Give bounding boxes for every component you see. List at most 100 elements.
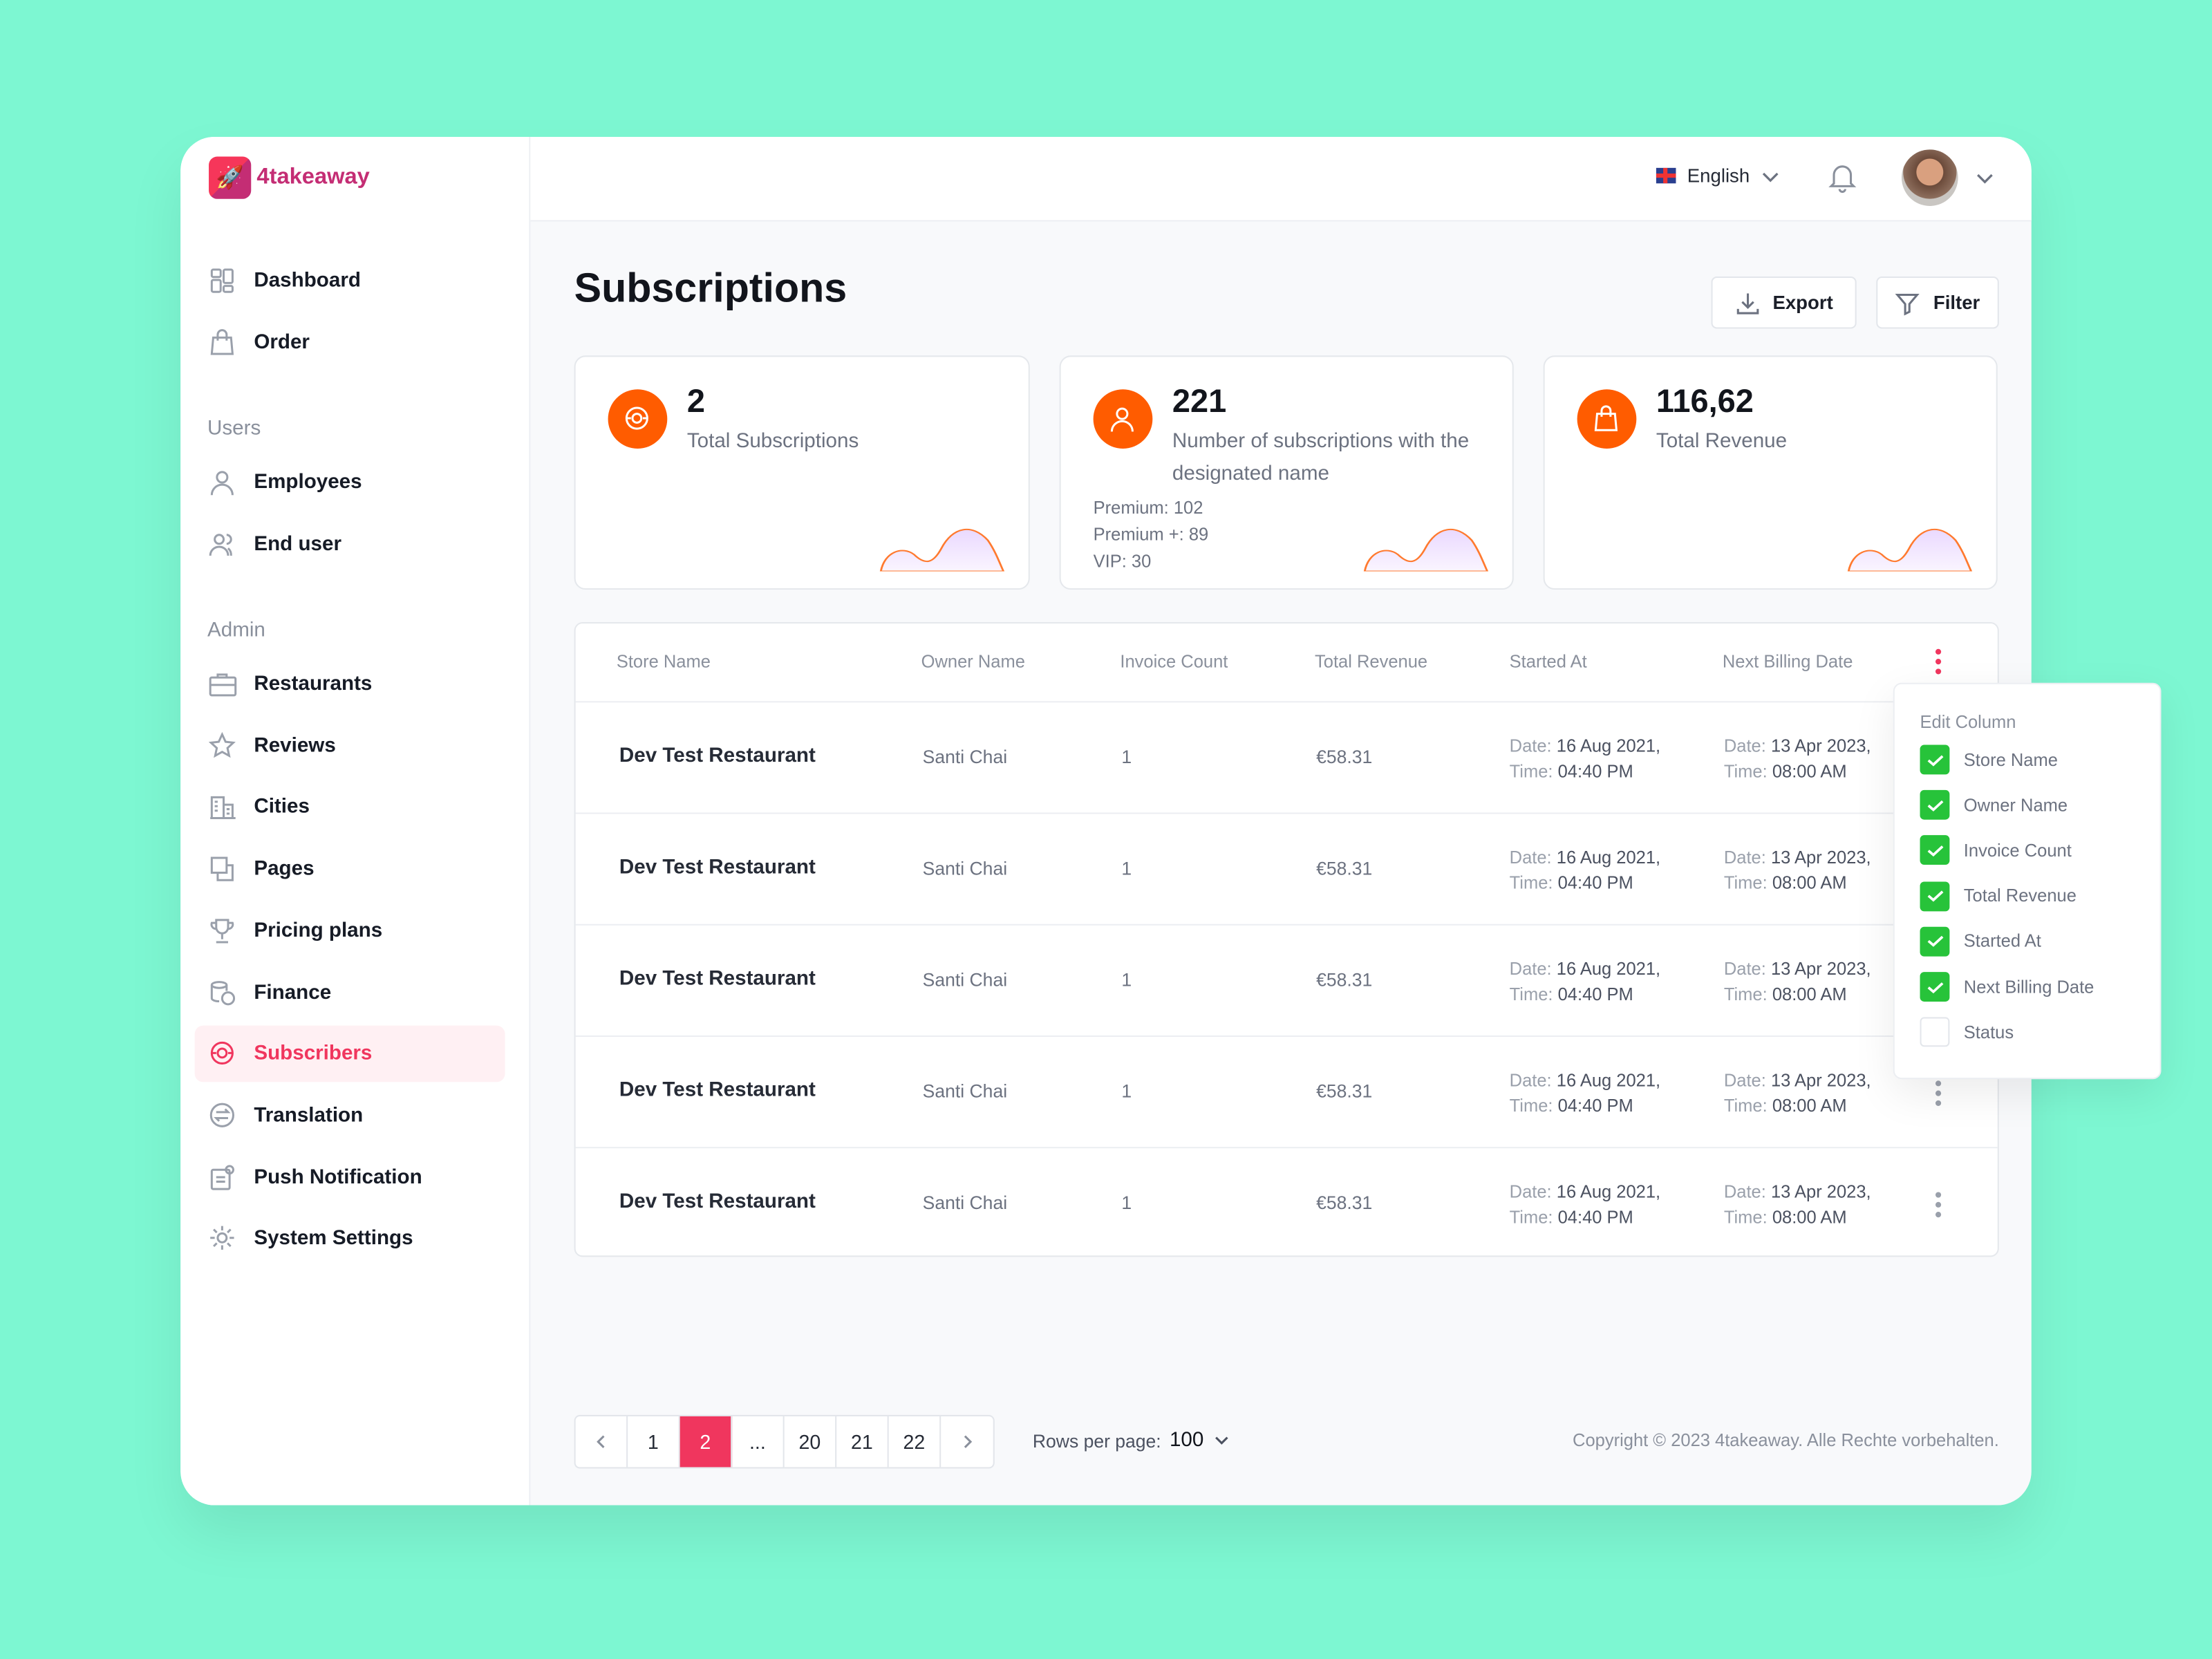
page-button[interactable]: ... (732, 1416, 785, 1468)
column-header[interactable]: Total Revenue (1315, 651, 1428, 672)
building-icon (210, 796, 236, 820)
sidebar-item-subscribers[interactable]: Subscribers (194, 1026, 505, 1082)
sparkline (1363, 528, 1489, 572)
next-billing-date: Date: 13 Apr 2023, Time: 08:00 AM (1724, 957, 1871, 1007)
sidebar-item-pricing-plans[interactable]: Pricing plans (195, 903, 505, 959)
rows-per-page[interactable]: Rows per page: 100 (1033, 1429, 1232, 1452)
column-toggle[interactable]: Invoice Count (1920, 835, 2072, 865)
column-toggle-label: Total Revenue (1963, 885, 2077, 906)
checkbox[interactable] (1920, 972, 1950, 1002)
subscribe-icon (625, 406, 648, 430)
time-prefix: Time: (1723, 1096, 1768, 1116)
checkbox[interactable] (1920, 835, 1950, 865)
row-menu-button[interactable] (1935, 1080, 1942, 1110)
chevron-left-icon (597, 1435, 605, 1448)
checkbox[interactable] (1920, 744, 1950, 775)
page-button[interactable]: 22 (889, 1416, 941, 1468)
checkbox[interactable] (1920, 881, 1950, 911)
sidebar-item-employees[interactable]: Employees (195, 454, 505, 511)
page-button[interactable]: 21 (836, 1416, 889, 1468)
column-header[interactable]: Owner Name (921, 651, 1025, 672)
column-toggle[interactable]: Next Billing Date (1920, 972, 2094, 1002)
user-icon (1110, 407, 1134, 432)
sidebar-item-end-user[interactable]: End user (195, 516, 505, 573)
sidebar-item-system-settings[interactable]: System Settings (195, 1211, 505, 1268)
sidebar-item-label: End user (254, 533, 341, 556)
column-toggle-label: Next Billing Date (1963, 977, 2094, 997)
column-header[interactable]: Next Billing Date (1722, 651, 1853, 672)
subscribe-icon (608, 389, 668, 449)
rows-per-page-value: 100 (1169, 1429, 1204, 1452)
sidebar-item-label: Dashboard (254, 269, 361, 292)
sidebar-item-label: Translation (254, 1104, 364, 1127)
logo[interactable]: 🚀 4takeaway (209, 156, 370, 199)
table-row[interactable]: Dev Test Restaurant Santi Chai 1 €58.31 … (575, 1147, 1998, 1258)
stat-label: Number of subscriptions with the designa… (1172, 430, 1470, 486)
page-button[interactable]: 20 (785, 1416, 837, 1468)
sidebar-item-label: Subscribers (254, 1042, 373, 1066)
avatar[interactable] (1901, 149, 1958, 206)
date-prefix: Date: (1509, 959, 1552, 980)
sidebar-item-finance[interactable]: Finance (195, 964, 505, 1021)
table-row[interactable]: Dev Test Restaurant Santi Chai 1 €58.31 … (575, 701, 1998, 812)
column-toggle[interactable]: Started At (1920, 926, 2041, 957)
next-billing-date: Date: 13 Apr 2023, Time: 08:00 AM (1724, 845, 1871, 895)
page-button[interactable]: 2 (679, 1416, 733, 1468)
pages-icon (210, 856, 234, 881)
checkbox[interactable] (1920, 926, 1950, 957)
sidebar-item-translation[interactable]: Translation (195, 1087, 505, 1144)
edit-column-menu: Edit Column Store Name Owner Name Invoice … (1893, 682, 2162, 1080)
started-at: Date: 16 Aug 2021, Time: 04:40 PM (1510, 1179, 1660, 1230)
column-toggle[interactable]: Owner Name (1920, 790, 2068, 821)
stat-value: 221 (1172, 382, 1227, 420)
sidebar-item-label: Restaurants (254, 673, 373, 696)
language-select[interactable]: English (1656, 165, 1781, 186)
date-value: 13 Apr 2023, (1770, 1070, 1871, 1091)
filter-button[interactable]: Filter (1876, 276, 1999, 329)
column-toggle-label: Invoice Count (1963, 841, 2072, 861)
column-toggle[interactable]: Status (1920, 1017, 2014, 1047)
download-icon (1736, 292, 1759, 314)
row-menu-button[interactable] (1935, 1192, 1942, 1221)
time-prefix: Time: (1509, 1096, 1553, 1116)
chevron-down-icon[interactable] (1975, 168, 1995, 188)
notification-icon (210, 1164, 234, 1190)
bag-icon (1594, 405, 1618, 431)
store-name: Dev Test Restaurant (619, 856, 816, 879)
column-header[interactable]: Started At (1509, 651, 1587, 672)
stat-label: Total Revenue (1656, 430, 1788, 453)
column-header[interactable]: Invoice Count (1120, 651, 1228, 672)
bell-icon[interactable] (1828, 162, 1857, 194)
checkbox[interactable] (1920, 1017, 1950, 1047)
breakdown-item: Premium: 102 (1093, 498, 1203, 518)
filter-label: Filter (1933, 292, 1980, 314)
export-button[interactable]: Export (1711, 276, 1857, 329)
column-menu-button[interactable] (1935, 648, 1942, 679)
table-row[interactable]: Dev Test Restaurant Santi Chai 1 €58.31 … (575, 924, 1998, 1035)
chevron-right-icon (963, 1435, 972, 1448)
time-prefix: Time: (1509, 873, 1553, 893)
time-prefix: Time: (1509, 762, 1553, 782)
sparkline (879, 528, 1005, 572)
column-toggle[interactable]: Total Revenue (1920, 881, 2077, 911)
sidebar-item-dashboard[interactable]: Dashboard (195, 252, 505, 309)
column-toggle[interactable]: Store Name (1920, 744, 2058, 775)
next-page-button[interactable] (941, 1416, 993, 1467)
users-icon (209, 534, 232, 556)
table-row[interactable]: Dev Test Restaurant Santi Chai 1 €58.31 … (575, 812, 1998, 924)
sidebar-item-push-notification[interactable]: Push Notification (195, 1149, 505, 1206)
sidebar-item-cities[interactable]: Cities (195, 779, 505, 836)
checkbox[interactable] (1920, 790, 1950, 821)
copyright: Copyright © 2023 4takeaway. Alle Rechte … (1573, 1430, 1999, 1450)
total-revenue: €58.31 (1316, 1080, 1373, 1102)
sidebar-item-restaurants[interactable]: Restaurants (195, 656, 505, 713)
prev-page-button[interactable] (576, 1416, 628, 1468)
sidebar-item-order[interactable]: Order (195, 315, 505, 371)
column-header[interactable]: Store Name (616, 651, 711, 672)
started-at: Date: 16 Aug 2021, Time: 04:40 PM (1510, 957, 1660, 1007)
table-row[interactable]: Dev Test Restaurant Santi Chai 1 €58.31 … (575, 1035, 1998, 1147)
sidebar-item-pages[interactable]: Pages (195, 841, 505, 898)
page-button[interactable]: 1 (628, 1416, 680, 1468)
owner-name: Santi Chai (922, 857, 1008, 879)
sidebar-item-reviews[interactable]: Reviews (195, 718, 505, 774)
